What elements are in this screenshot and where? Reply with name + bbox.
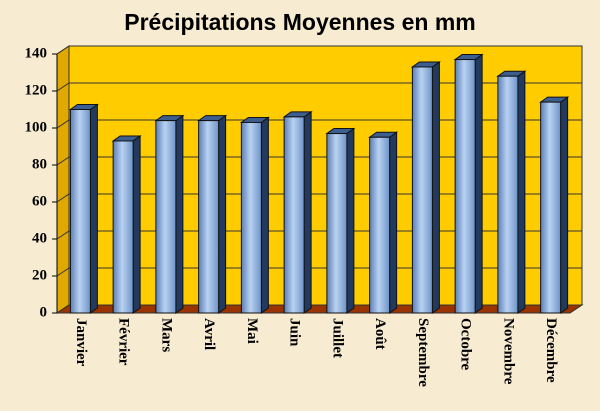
bar: [369, 136, 391, 314]
bar-side: [517, 70, 526, 314]
x-tick-label: Mai: [244, 318, 260, 344]
bar: [326, 133, 348, 314]
bar-side: [175, 114, 184, 314]
grid-line: [56, 156, 70, 166]
grid-line: [56, 45, 70, 55]
bar-side: [474, 53, 483, 314]
bar: [240, 121, 262, 314]
bar: [540, 101, 562, 314]
bar-side: [389, 131, 398, 314]
grid-line: [56, 304, 70, 314]
chart-title: Précipitations Moyennes en mm: [124, 9, 475, 35]
y-tick-label: 120: [25, 82, 48, 98]
bar: [283, 116, 305, 314]
x-tick-label: Janvier: [73, 318, 89, 367]
grid-line: [56, 230, 70, 240]
bar-side: [560, 96, 569, 314]
x-tick-label: Septembre: [415, 318, 431, 387]
y-tick-label: 60: [32, 193, 47, 209]
x-tick-label: Août: [372, 318, 388, 350]
y-tick-label: 0: [40, 304, 48, 320]
x-tick-label: Avril: [201, 318, 217, 350]
bar-side: [431, 60, 440, 314]
y-tick-label: 40: [32, 230, 47, 246]
bar-side: [260, 116, 269, 314]
bar-side: [132, 134, 141, 314]
bar: [497, 75, 519, 314]
x-tick-label: Mars: [158, 318, 174, 352]
bar: [454, 59, 476, 314]
x-tick-label: Juin: [287, 318, 303, 347]
bar-side: [346, 127, 355, 314]
bar: [411, 66, 433, 314]
x-tick-label: Octobre: [458, 318, 474, 371]
bar: [155, 120, 177, 314]
bar-side: [303, 110, 312, 314]
bar: [198, 120, 220, 314]
y-tick-label: 20: [32, 267, 47, 283]
y-tick-label: 140: [25, 45, 48, 61]
x-tick-label: Février: [116, 318, 132, 366]
x-tick-label: Juillet: [329, 318, 345, 358]
y-tick-label: 100: [25, 119, 48, 135]
bar: [69, 109, 91, 314]
grid-line: [56, 193, 70, 203]
grid-line: [56, 267, 70, 277]
grid-line: [56, 119, 70, 129]
x-tick-label: Décembre: [543, 318, 559, 383]
bar-side: [89, 103, 98, 314]
side-wall: [56, 45, 70, 314]
bar-side: [218, 114, 227, 314]
grid-line: [56, 82, 70, 92]
x-tick-label: Novembre: [500, 318, 516, 385]
bar: [112, 140, 134, 314]
y-tick-label: 80: [32, 156, 47, 172]
